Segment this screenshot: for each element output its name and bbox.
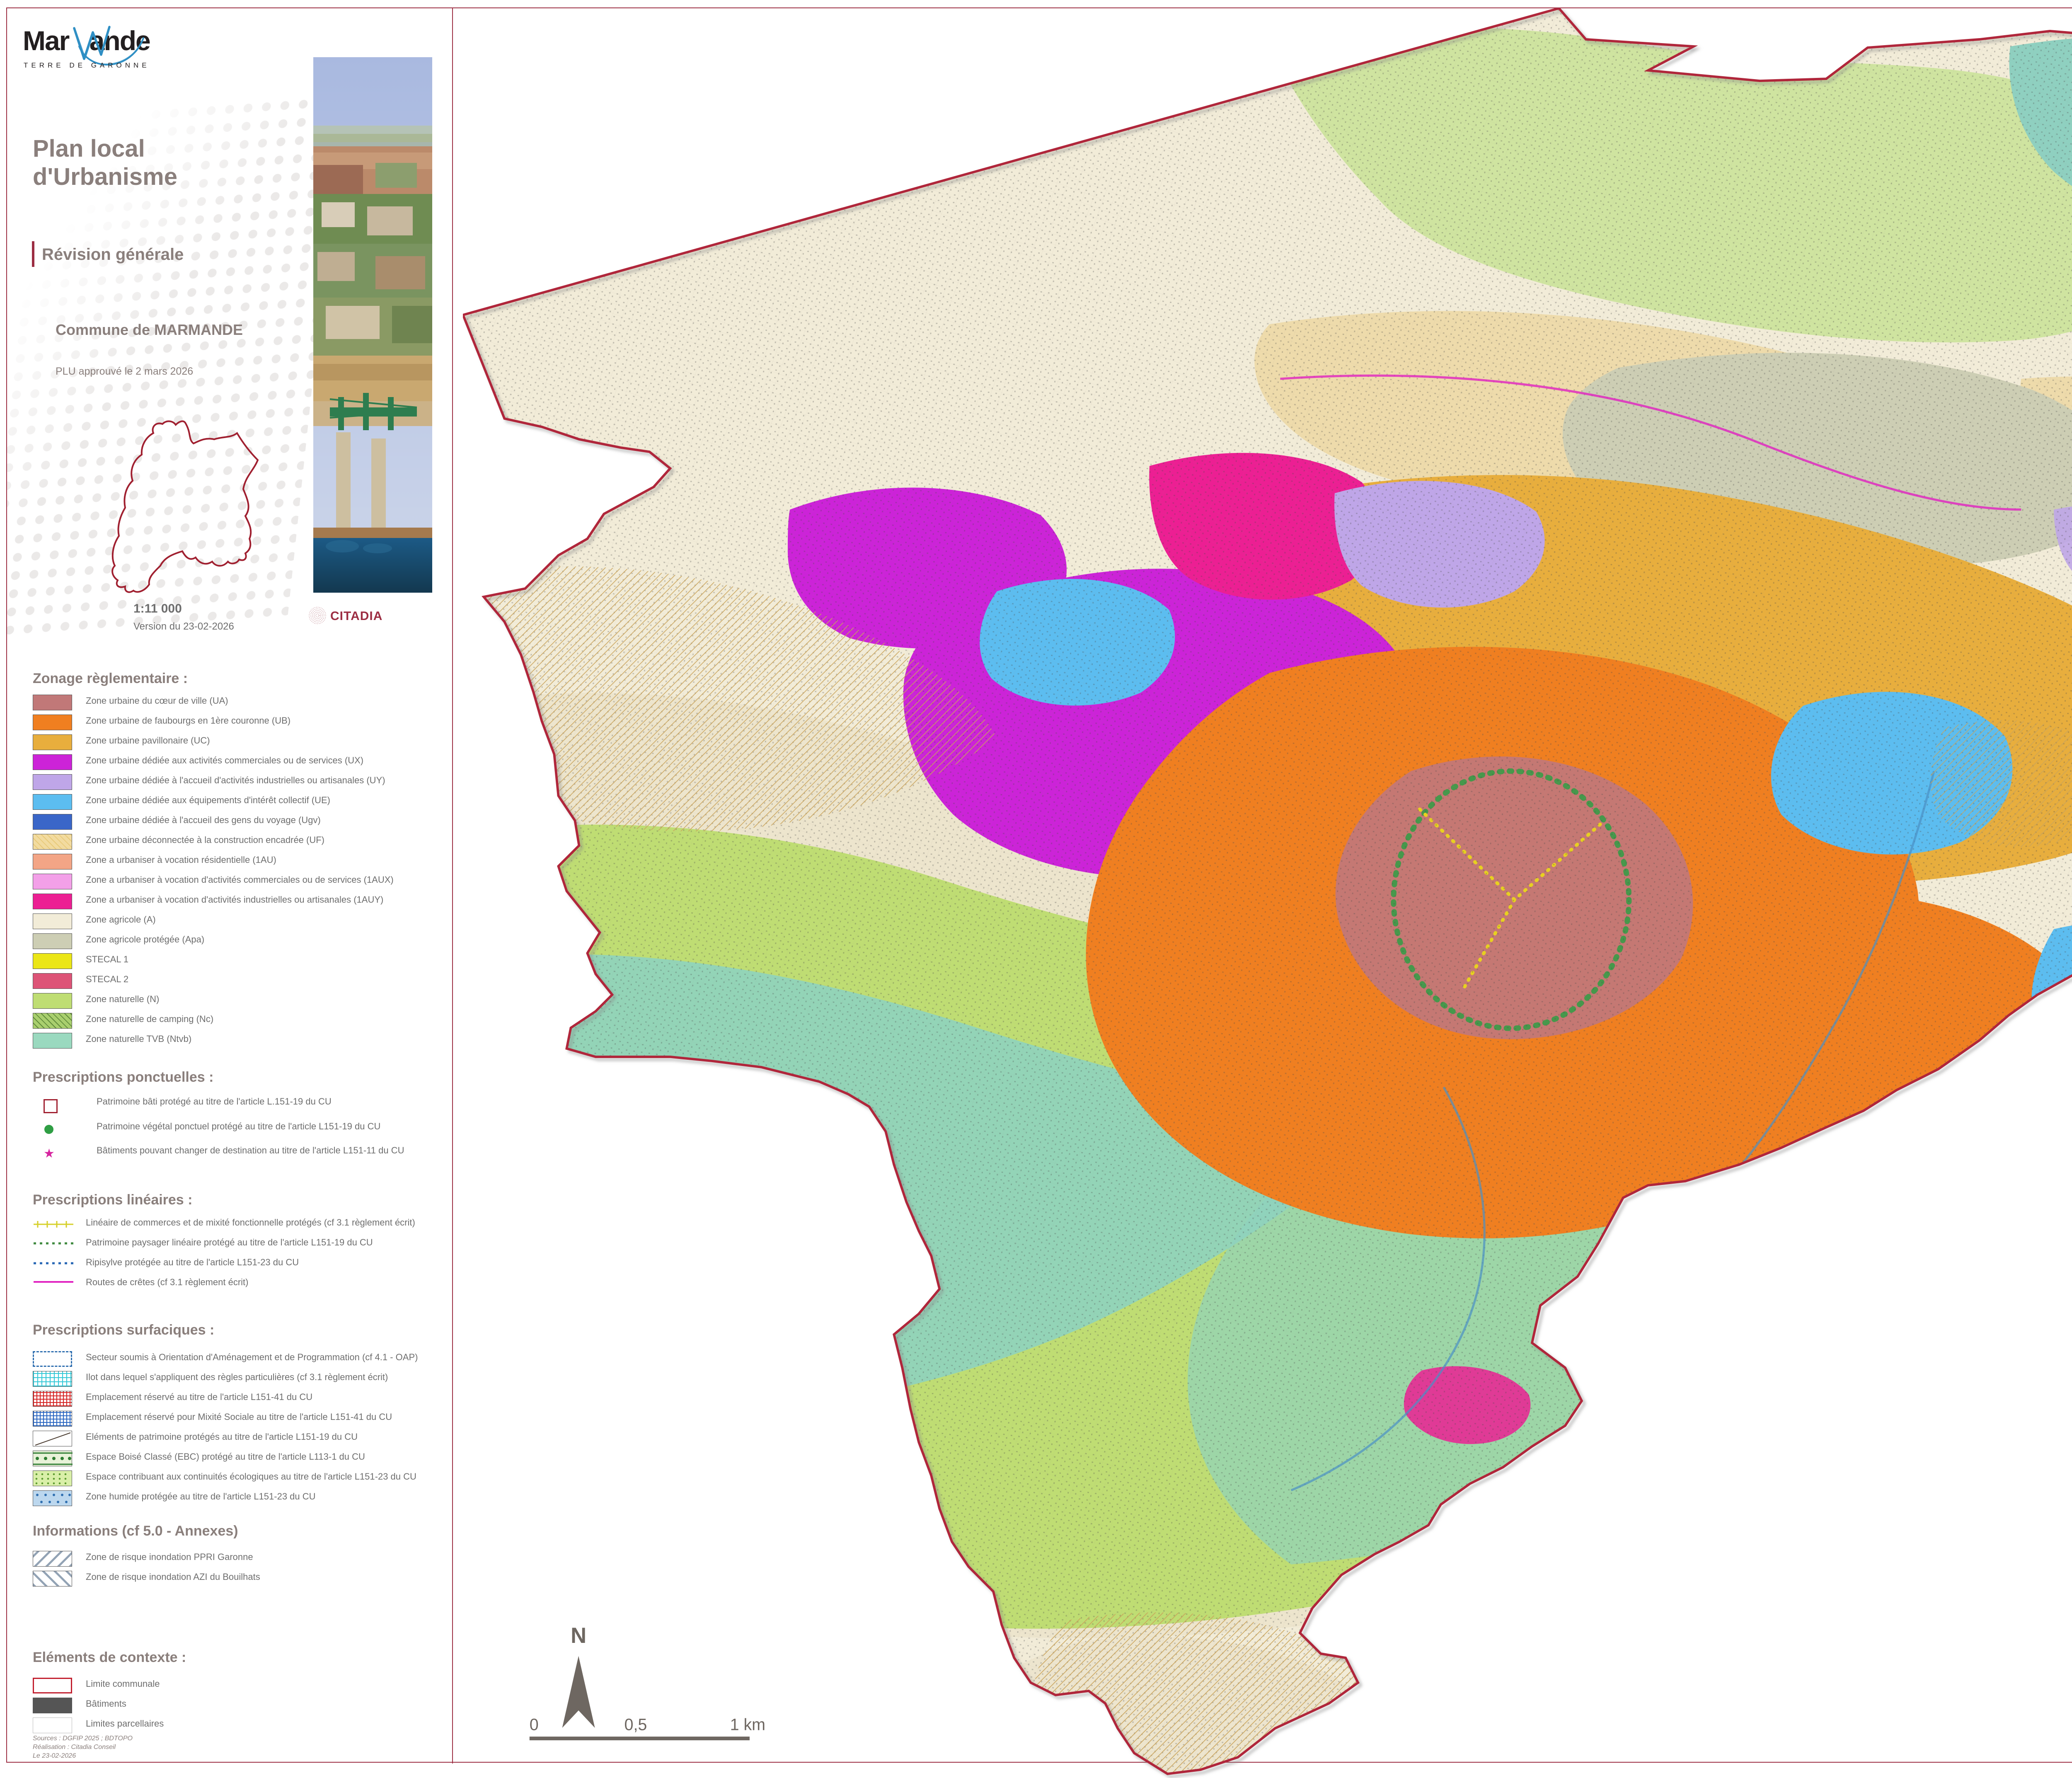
svg-text:0: 0 [530,1715,539,1734]
svg-text:1 km: 1 km [730,1715,765,1734]
svg-text:0,5: 0,5 [625,1715,647,1734]
svg-text:N: N [571,1623,586,1648]
